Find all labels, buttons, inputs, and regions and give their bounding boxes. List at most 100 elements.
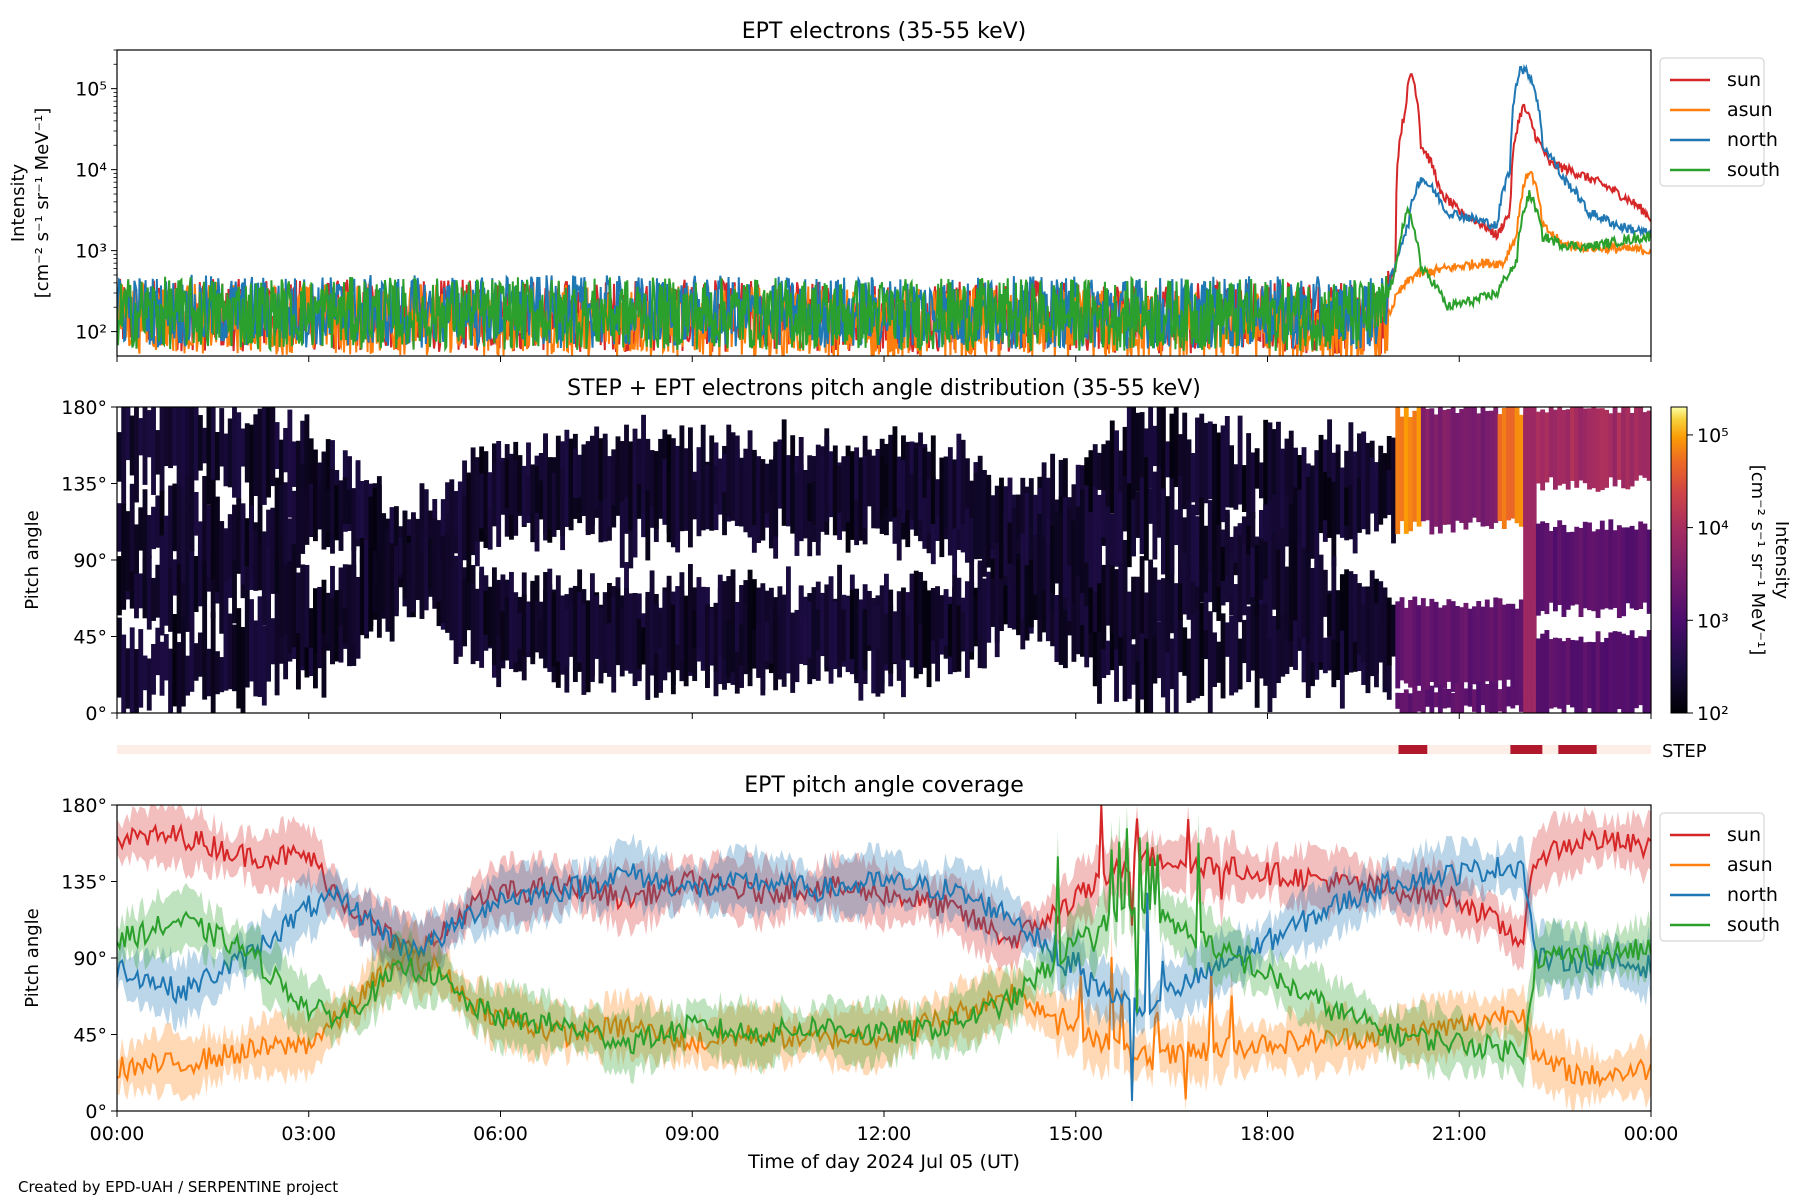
- heatmap-cell: [253, 530, 259, 591]
- heatmap-cell: [423, 523, 429, 583]
- heatmap-cell: [146, 515, 152, 558]
- heatmap-cell: [1450, 601, 1456, 692]
- heatmap-cell: [117, 432, 122, 482]
- heatmap-cell: [589, 473, 595, 526]
- heatmap-cell: [347, 489, 352, 524]
- heatmap-cell: [1020, 477, 1026, 547]
- heatmap-cell: [172, 559, 178, 596]
- heatmap-cell: [1501, 691, 1507, 713]
- heatmap-cell: [1514, 608, 1520, 685]
- heatmap-cell: [1314, 470, 1320, 569]
- x-tick-label: 18:00: [1240, 1123, 1295, 1145]
- heatmap-cell: [879, 585, 885, 694]
- heatmap-cell: [1552, 409, 1558, 490]
- heatmap-cell: [1348, 571, 1354, 671]
- heatmap-cell: [1131, 576, 1136, 640]
- heatmap-cell: [768, 587, 774, 664]
- heatmap-cell: [1126, 483, 1132, 568]
- heatmap-cell: [1621, 527, 1627, 617]
- heatmap-cell: [909, 600, 915, 668]
- heatmap-cell: [956, 433, 962, 530]
- heatmap-cell: [1574, 407, 1580, 488]
- heatmap-cell: [1484, 410, 1490, 527]
- heatmap-cell: [215, 431, 220, 481]
- heatmap-cell: [483, 590, 489, 635]
- heatmap-cell: [142, 557, 148, 619]
- heatmap-cell: [1433, 601, 1439, 688]
- heatmap-cell: [1386, 469, 1392, 515]
- heatmap-cell: [935, 479, 940, 516]
- heatmap-cell: [406, 542, 412, 618]
- heatmap-cell: [824, 584, 830, 668]
- heatmap-cell: [1472, 689, 1477, 712]
- heatmap-cell: [1148, 488, 1154, 524]
- heatmap-cell: [385, 528, 391, 632]
- heatmap-cell: [1433, 414, 1439, 527]
- heatmap-cell: [764, 621, 770, 661]
- heatmap-cell: [909, 473, 915, 520]
- heatmap-cell: [389, 507, 395, 545]
- heatmap-cell: [1097, 452, 1102, 490]
- heatmap-cell: [1058, 513, 1064, 604]
- heatmap-cell: [142, 489, 148, 579]
- heatmap-cell: [338, 480, 344, 551]
- heatmap-cell: [811, 587, 817, 680]
- heatmap-cell: [146, 555, 152, 630]
- colorbar-label-line2: [cm⁻² s⁻¹ sr⁻¹ MeV⁻¹]: [1747, 465, 1768, 656]
- heatmap-cell: [1135, 491, 1141, 538]
- heatmap-cell: [1195, 417, 1200, 516]
- heatmap-cell: [1361, 431, 1367, 529]
- panel4-ylabel: Pitch angle: [22, 908, 43, 1007]
- heatmap-cell: [1071, 484, 1077, 530]
- heatmap-cell: [496, 440, 502, 547]
- heatmap-cell: [1054, 511, 1060, 584]
- heatmap-cell: [185, 407, 191, 499]
- heatmap-cell: [1459, 683, 1465, 713]
- heatmap-cell: [1446, 409, 1452, 525]
- heatmap-cell: [347, 564, 352, 667]
- heatmap-cell: [1186, 439, 1192, 509]
- heatmap-cell: [1216, 432, 1222, 532]
- heatmap-cell: [1203, 422, 1209, 504]
- heatmap-cell: [854, 447, 860, 500]
- heatmap-cell: [146, 410, 152, 458]
- heatmap-cell: [295, 632, 301, 690]
- heatmap-cell: [1561, 524, 1567, 617]
- heatmap-cell: [1318, 554, 1324, 663]
- heatmap-cell: [687, 451, 693, 548]
- heatmap-cell: [1642, 412, 1648, 478]
- heatmap-cell: [1050, 606, 1056, 647]
- heatmap-cell: [794, 472, 800, 539]
- step-segment: [1398, 745, 1428, 754]
- heatmap-cell: [1301, 612, 1307, 683]
- heatmap-cell: [1403, 407, 1409, 534]
- heatmap-cell: [1548, 530, 1554, 603]
- heatmap-cell: [964, 581, 970, 678]
- heatmap-cell: [713, 603, 719, 673]
- heatmap-cell: [381, 513, 387, 586]
- heatmap-cell: [636, 438, 642, 484]
- heatmap-cell: [1122, 539, 1128, 635]
- heatmap-cell: [189, 613, 195, 692]
- heatmap-cell: [1463, 602, 1469, 683]
- heatmap-cell: [922, 587, 928, 668]
- heatmap-cell: [1497, 414, 1503, 522]
- heatmap-cell: [1395, 692, 1401, 709]
- heatmap-cell: [713, 465, 719, 505]
- heatmap-cell: [138, 507, 144, 551]
- heatmap-cell: [163, 529, 169, 626]
- heatmap-cell: [1003, 585, 1009, 625]
- heatmap-cell: [287, 561, 293, 653]
- heatmap-cell: [163, 634, 169, 681]
- heatmap-cell: [1646, 529, 1651, 614]
- heatmap-cell: [291, 544, 297, 648]
- heatmap-cell: [1604, 529, 1609, 609]
- heatmap-cell: [334, 590, 340, 662]
- heatmap-cell: [1339, 574, 1345, 631]
- heatmap-cell: [1616, 412, 1622, 480]
- heatmap-cell: [918, 624, 923, 672]
- y-tick-label: 10²: [75, 322, 107, 344]
- heatmap-cell: [1356, 583, 1362, 655]
- heatmap-cell: [449, 479, 455, 573]
- heatmap-cell: [1420, 407, 1426, 522]
